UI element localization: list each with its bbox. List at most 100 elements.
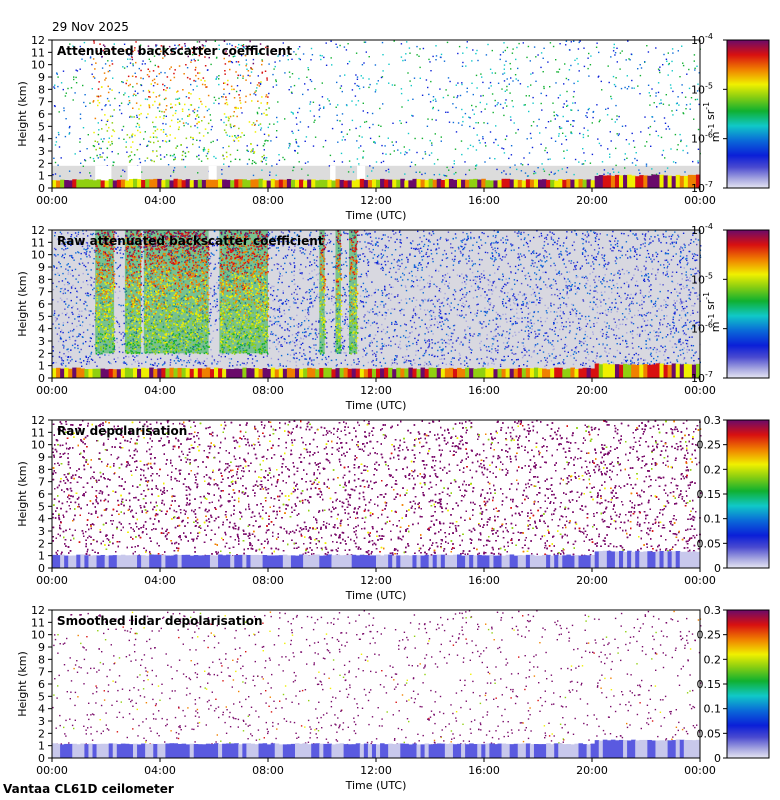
data-cell (176, 91, 178, 93)
data-cell (586, 236, 587, 237)
data-cell (449, 277, 450, 278)
data-cell (492, 93, 493, 94)
data-cell (101, 128, 103, 130)
data-cell (683, 325, 684, 326)
data-cell (392, 141, 393, 142)
data-cell (269, 321, 270, 322)
data-cell (234, 135, 236, 137)
data-cell (522, 304, 523, 305)
data-cell (495, 358, 496, 359)
boundary-layer-cell (558, 179, 563, 188)
data-cell (329, 100, 330, 101)
data-cell (576, 352, 577, 353)
data-cell (289, 143, 290, 144)
data-cell (147, 157, 149, 159)
data-cell (314, 269, 315, 270)
data-cell (397, 294, 398, 295)
data-cell (560, 363, 561, 364)
data-cell (230, 124, 232, 126)
data-cell (528, 246, 529, 247)
data-cell (188, 92, 190, 94)
data-cell (194, 109, 196, 111)
data-cell (93, 282, 94, 283)
boundary-layer-cell (153, 179, 158, 188)
data-cell (73, 76, 74, 77)
data-cell (186, 147, 187, 148)
data-cell (604, 266, 605, 267)
data-cell (462, 53, 463, 54)
data-cell (293, 275, 294, 276)
data-cell (447, 304, 448, 305)
data-cell (610, 56, 611, 57)
data-cell (211, 129, 212, 130)
data-cell (634, 248, 635, 249)
data-cell (685, 322, 686, 323)
data-cell (194, 112, 195, 113)
data-cell (457, 95, 458, 96)
data-cell (407, 279, 408, 280)
data-cell (495, 348, 496, 349)
data-cell (617, 61, 618, 62)
data-cell (177, 145, 179, 147)
data-cell (365, 42, 366, 43)
data-cell (428, 59, 429, 60)
data-cell (565, 136, 566, 137)
data-cell (284, 263, 285, 264)
data-cell (84, 252, 85, 253)
data-cell (135, 62, 137, 64)
data-cell (476, 50, 477, 51)
data-cell (341, 132, 342, 133)
data-cell (392, 84, 393, 85)
data-cell (571, 304, 572, 305)
data-cell (441, 349, 442, 350)
data-cell (496, 252, 497, 253)
data-cell (229, 358, 230, 359)
data-cell (429, 233, 430, 234)
data-cell (618, 172, 619, 173)
data-cell (409, 53, 410, 54)
data-cell (358, 318, 359, 319)
data-cell (212, 295, 213, 296)
data-cell (677, 283, 678, 284)
data-cell (628, 235, 629, 236)
data-cell (329, 319, 330, 320)
data-cell (146, 117, 147, 118)
data-cell (470, 348, 471, 349)
data-cell (278, 301, 279, 302)
data-cell (98, 157, 99, 158)
data-cell (403, 335, 404, 336)
data-cell (469, 169, 470, 170)
data-cell (227, 104, 229, 106)
data-cell (345, 360, 346, 361)
data-cell (102, 67, 103, 68)
data-cell (464, 287, 465, 288)
data-cell (637, 85, 638, 86)
data-cell (545, 333, 546, 334)
data-cell (671, 259, 672, 260)
data-cell (173, 170, 174, 171)
data-cell (532, 289, 533, 290)
data-cell (480, 73, 481, 74)
data-cell (135, 91, 136, 92)
data-cell (419, 244, 420, 245)
data-cell (435, 45, 436, 46)
data-cell (527, 361, 528, 362)
data-cell (279, 60, 280, 61)
data-cell (620, 251, 621, 252)
data-cell (581, 328, 582, 329)
data-cell (615, 165, 616, 166)
data-cell (60, 337, 61, 338)
data-cell (532, 147, 533, 148)
data-cell (162, 140, 163, 141)
data-cell (416, 344, 417, 345)
data-cell (513, 302, 514, 303)
data-cell (618, 135, 619, 136)
data-cell (366, 273, 367, 274)
data-cell (378, 255, 379, 256)
data-cell (62, 273, 63, 274)
data-cell (455, 233, 456, 234)
data-cell (158, 363, 159, 364)
data-cell (461, 82, 462, 83)
data-cell (598, 251, 599, 252)
data-cell (651, 273, 652, 274)
